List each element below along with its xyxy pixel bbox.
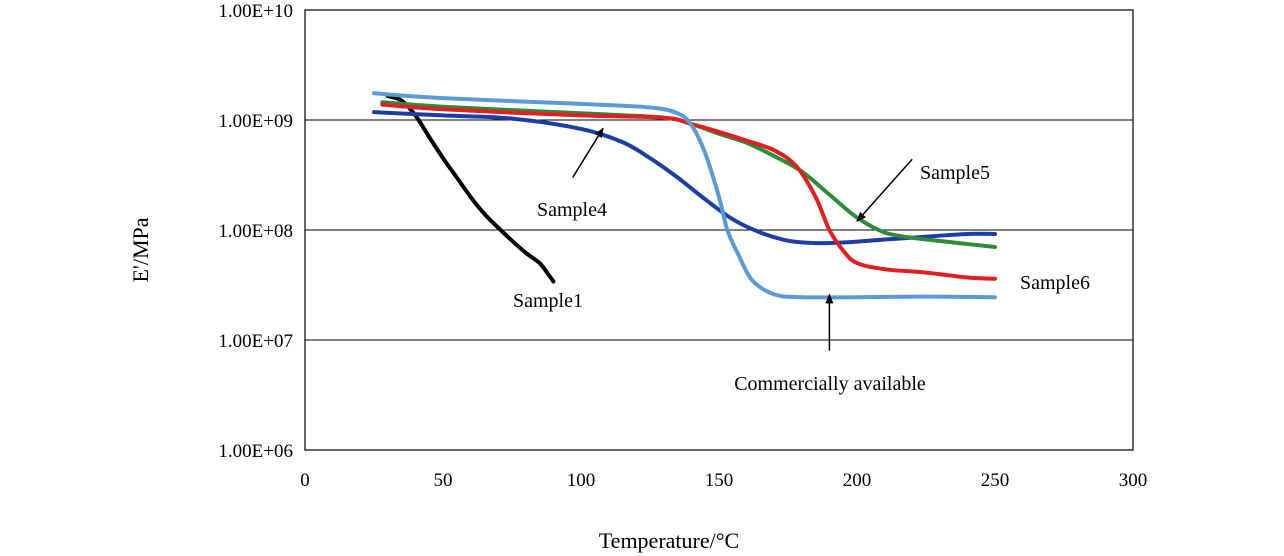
series-line-sample1 [385,94,556,284]
y-tick-label: 1.00E+10 [218,1,293,22]
x-tick-label: 100 [567,470,596,491]
x-tick-label: 50 [434,470,453,491]
annotation-arrow-sample5 [856,158,913,223]
y-tick-label: 1.00E+07 [218,331,293,352]
annotation-label-sample4: Sample4 [537,199,607,221]
x-tick-label: 150 [705,470,734,491]
annotation-label-sample5: Sample5 [920,162,990,184]
x-axis-title: Temperature/°C [599,528,739,553]
series-line-sample6 [380,102,997,281]
y-tick-label: 1.00E+08 [218,221,293,242]
y-axis-title: E'/MPa [128,217,153,282]
annotation-layer: Sample1 Sample4 Sample5 Sample6 Commercially… [513,127,1090,395]
y-tick-label: 1.00E+06 [218,441,293,462]
annotation-label-sample1: Sample1 [513,290,583,312]
annotation-arrow-sample4 [572,127,604,178]
y-tick-label: 1.00E+09 [218,111,293,132]
plot-frame [304,9,1134,451]
annotation-label-commercially-available: Commercially available [734,373,926,395]
x-tick-label: 300 [1119,470,1148,491]
series-layer [372,91,997,300]
x-tick-label: 200 [843,470,872,491]
tick-layer: 1.00E+06 1.00E+07 1.00E+08 1.00E+09 1.00E+10… [218,1,1147,491]
grid-layer [305,119,1133,341]
annotation-label-sample6: Sample6 [1020,272,1090,294]
series-line-sample4 [372,110,997,246]
x-tick-label: 0 [300,470,310,491]
x-tick-label: 250 [981,470,1010,491]
series-line-sample5 [380,100,997,249]
